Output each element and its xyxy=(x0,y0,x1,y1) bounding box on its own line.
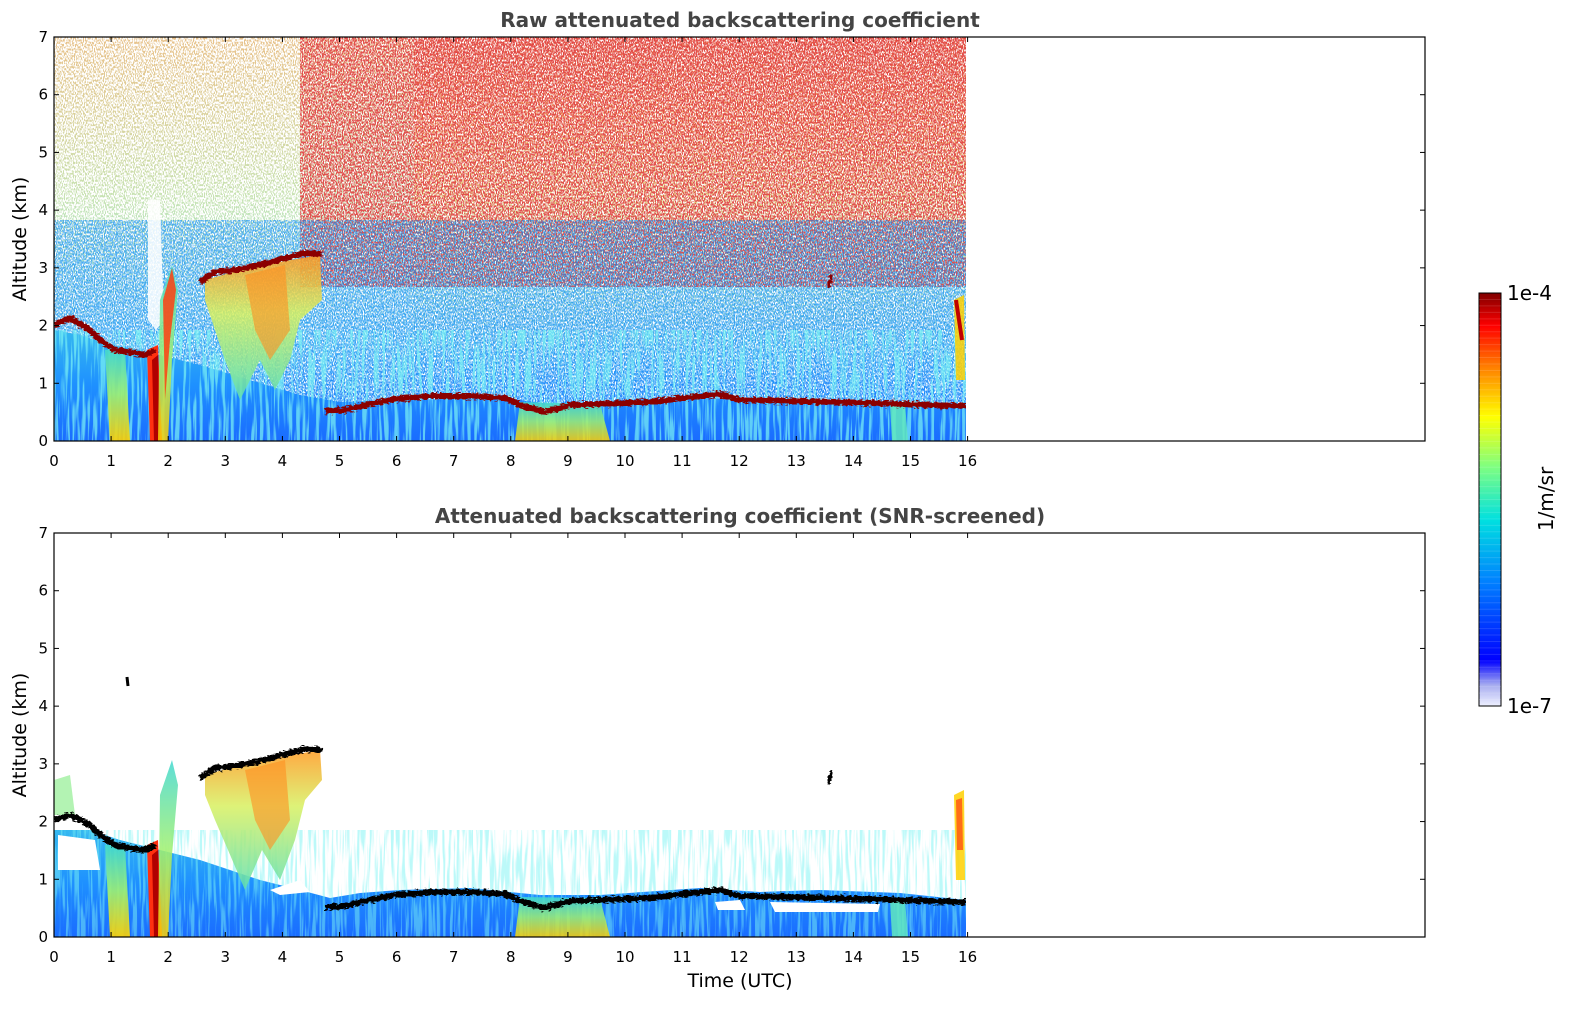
y-tick-label: 5 xyxy=(38,143,48,161)
x-tick-label: 10 xyxy=(615,948,634,966)
raw-plume-1 xyxy=(105,348,130,441)
x-tick-label: 16 xyxy=(958,452,977,470)
y-tick-label: 7 xyxy=(38,28,48,46)
x-tick-label: 9 xyxy=(563,948,573,966)
x-tick-label: 1 xyxy=(106,452,116,470)
colorbar-bands xyxy=(1479,298,1501,701)
screened-layer-4 xyxy=(826,770,834,785)
screened-layer-3 xyxy=(324,886,966,912)
x-tick-label: 3 xyxy=(221,948,231,966)
panel-raw: Raw attenuated backscattering coefficien… xyxy=(9,8,1426,470)
x-tick-label: 5 xyxy=(335,452,345,470)
panel-screened-title: Attenuated backscattering coefficient (S… xyxy=(435,504,1045,528)
raw-layer-1 xyxy=(54,314,157,359)
x-tick-label: 6 xyxy=(392,948,402,966)
x-tick-label: 10 xyxy=(615,452,634,470)
screened-y-axis: 0 1 2 3 4 5 6 7 xyxy=(38,524,1425,946)
raw-plume-3 xyxy=(152,355,160,441)
screened-layer-2 xyxy=(198,745,323,781)
screened-white-gap xyxy=(58,835,100,870)
x-tick-label: 7 xyxy=(449,452,459,470)
x-tick-label: 12 xyxy=(730,452,749,470)
x-tick-label: 1 xyxy=(106,948,116,966)
raw-x-axis: 0 1 2 3 4 5 6 7 8 9 10 11 12 13 14 15 16 xyxy=(49,37,977,470)
screened-plume-4 xyxy=(158,760,178,937)
screened-white-gap xyxy=(270,880,310,895)
screened-y-axis-label: Altitude (km) xyxy=(9,673,31,798)
raw-layer-5 xyxy=(954,299,964,341)
x-tick-label: 16 xyxy=(958,948,977,966)
y-tick-label: 0 xyxy=(38,432,48,450)
x-tick-label: 0 xyxy=(49,452,59,470)
x-tick-label: 7 xyxy=(449,948,459,966)
screened-white-gap xyxy=(770,902,880,912)
x-tick-label: 4 xyxy=(278,452,288,470)
x-tick-label: 3 xyxy=(221,452,231,470)
y-tick-label: 4 xyxy=(38,697,48,715)
panel-raw-title: Raw attenuated backscattering coefficien… xyxy=(500,8,980,32)
screened-white-gap xyxy=(715,900,745,910)
x-axis-label: Time (UTC) xyxy=(686,970,792,992)
screened-smoke-core xyxy=(245,760,290,850)
x-tick-label: 8 xyxy=(506,452,516,470)
x-tick-label: 14 xyxy=(844,452,863,470)
colorbar-unit-label: 1/m/sr xyxy=(1534,466,1558,531)
y-tick-label: 3 xyxy=(38,259,48,277)
y-tick-label: 6 xyxy=(38,582,48,600)
raw-y-axis: 0 1 2 3 4 5 6 7 xyxy=(38,28,1425,450)
colorbar-max-label: 1e-4 xyxy=(1507,281,1552,305)
x-tick-label: 12 xyxy=(730,948,749,966)
raw-heatmap-field xyxy=(54,37,966,441)
raw-plume-5 xyxy=(163,268,176,400)
raw-layer-3 xyxy=(324,390,966,416)
x-tick-label: 6 xyxy=(392,452,402,470)
y-tick-label: 1 xyxy=(38,374,48,392)
x-tick-label: 5 xyxy=(335,948,345,966)
y-tick-label: 2 xyxy=(38,317,48,335)
y-tick-label: 7 xyxy=(38,524,48,542)
raw-boundary-streaks xyxy=(54,330,966,441)
screened-plume-15h xyxy=(890,900,908,937)
colorbar: 1e-4 1e-7 1/m/sr xyxy=(1478,281,1558,718)
x-tick-label: 11 xyxy=(673,948,692,966)
x-tick-label: 15 xyxy=(901,948,920,966)
y-tick-label: 0 xyxy=(38,928,48,946)
screened-x-axis: 0 1 2 3 4 5 6 7 8 9 10 11 12 13 14 15 16 xyxy=(49,533,977,966)
screened-layer-5 xyxy=(125,676,130,687)
screened-plume-16h-core xyxy=(956,798,963,850)
y-tick-label: 2 xyxy=(38,813,48,831)
x-tick-label: 11 xyxy=(673,452,692,470)
colorbar-gradient xyxy=(1478,292,1502,707)
raw-plume-15h xyxy=(890,404,908,441)
x-tick-label: 14 xyxy=(844,948,863,966)
screened-layer-1 xyxy=(54,811,157,854)
screened-heatmap-field xyxy=(54,676,966,937)
y-tick-label: 4 xyxy=(38,201,48,219)
y-tick-label: 1 xyxy=(38,870,48,888)
screened-top-left-fringe xyxy=(54,775,75,815)
y-tick-label: 6 xyxy=(38,86,48,104)
x-tick-label: 15 xyxy=(901,452,920,470)
raw-gap-white xyxy=(148,200,164,330)
raw-layer-2 xyxy=(198,249,323,285)
screened-boundary-streaks xyxy=(54,830,966,937)
y-tick-label: 5 xyxy=(38,639,48,657)
panel-screened: Attenuated backscattering coefficient (S… xyxy=(9,504,1426,992)
screened-plume-3 xyxy=(152,850,160,937)
x-tick-label: 13 xyxy=(787,948,806,966)
raw-layer-4 xyxy=(826,274,834,289)
raw-y-axis-label: Altitude (km) xyxy=(9,177,31,302)
y-tick-label: 3 xyxy=(38,755,48,773)
x-tick-label: 0 xyxy=(49,948,59,966)
x-tick-label: 13 xyxy=(787,452,806,470)
x-tick-label: 2 xyxy=(163,452,173,470)
x-tick-label: 9 xyxy=(563,452,573,470)
raw-smoke-core xyxy=(245,265,290,360)
x-tick-label: 8 xyxy=(506,948,516,966)
colorbar-min-label: 1e-7 xyxy=(1507,694,1552,718)
x-tick-label: 2 xyxy=(163,948,173,966)
x-tick-label: 4 xyxy=(278,948,288,966)
screened-plume-1 xyxy=(105,845,130,937)
